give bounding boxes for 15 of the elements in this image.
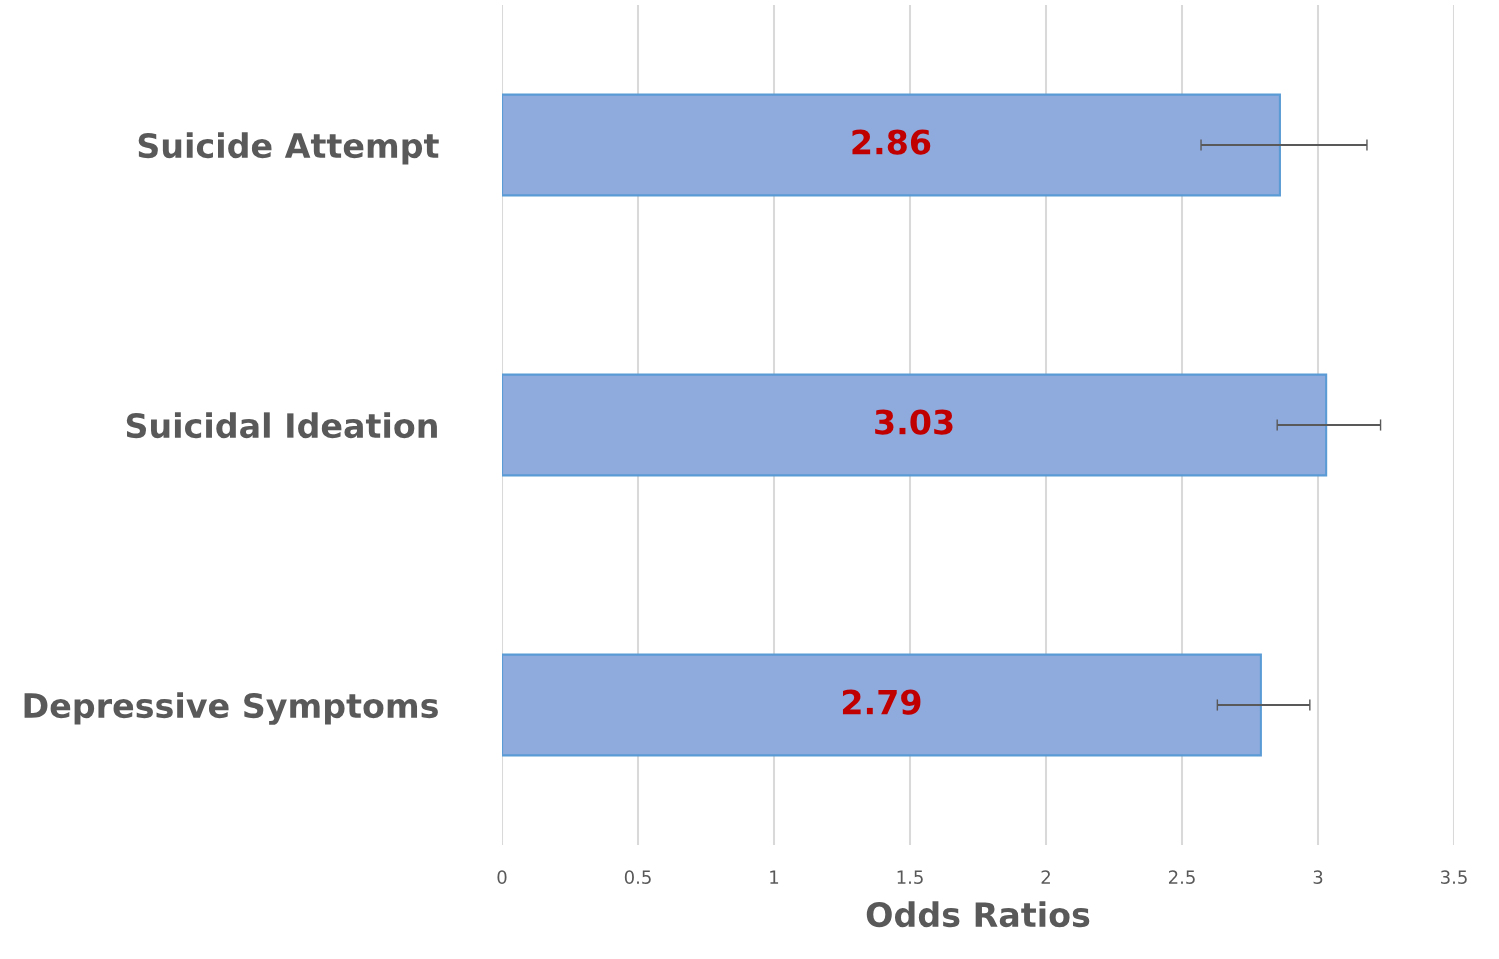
y-tick-label: Depressive Symptoms [24, 692, 438, 725]
y-tick-label: Suicide Attempt [138, 132, 439, 165]
x-tick-label: 1 [770, 870, 779, 884]
y-tick-label: Suicidal Ideation [126, 412, 437, 439]
x-tick-label: 2 [1041, 870, 1050, 884]
data-label: 3.03 [875, 409, 953, 435]
x-tick-label: 0.5 [624, 870, 651, 884]
x-tick-label: 3 [1313, 870, 1323, 884]
data-label: 2.86 [852, 129, 931, 155]
x-axis-title: Odds Ratios [866, 901, 1090, 928]
data-label: 2.79 [842, 689, 921, 715]
x-tick-label: 1.5 [897, 870, 923, 884]
x-tick-label: 2.5 [1168, 870, 1195, 884]
x-tick-label: 3.5 [1441, 870, 1467, 884]
x-tick-label: 0 [497, 870, 507, 884]
